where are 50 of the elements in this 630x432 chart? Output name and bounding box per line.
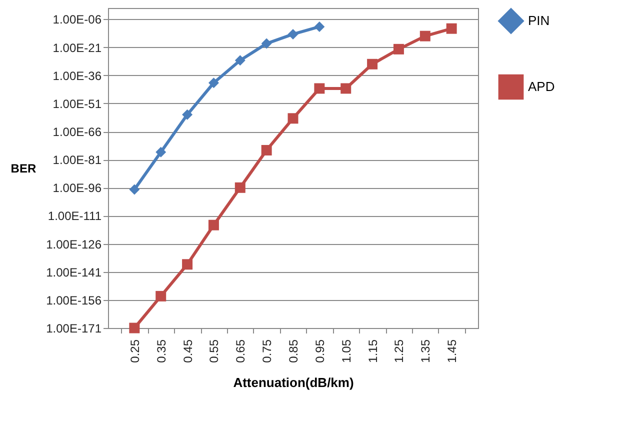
point bbox=[156, 290, 166, 302]
y-tick-label: 1.00E-06 bbox=[52, 12, 102, 27]
point bbox=[393, 44, 404, 54]
x-axis-title: Attenuation(dB/km) bbox=[233, 374, 354, 390]
point bbox=[234, 182, 246, 193]
point bbox=[129, 322, 140, 334]
y-tick-label: 1.00E-36 bbox=[52, 68, 102, 83]
point bbox=[156, 146, 166, 158]
x-tick-label: 1.05 bbox=[339, 339, 354, 363]
y-tick-label: 1.00E-66 bbox=[52, 125, 102, 140]
x-tick-label: 1.35 bbox=[418, 339, 433, 363]
point bbox=[420, 30, 430, 42]
point bbox=[129, 184, 140, 195]
y-tick-label: 1.00E-171 bbox=[46, 322, 102, 336]
x-tick-label: 0.85 bbox=[286, 339, 300, 363]
point bbox=[446, 23, 457, 34]
point bbox=[288, 113, 298, 124]
x-tick-label: 0.45 bbox=[180, 339, 195, 363]
y-tick-label: 1.00E-141 bbox=[46, 265, 102, 280]
x-tick-label: 1.45 bbox=[445, 339, 460, 363]
point bbox=[288, 28, 298, 40]
y-tick-label: 1.00E-51 bbox=[52, 96, 102, 111]
legend-label: PIN bbox=[528, 13, 550, 28]
x-tick-label: 0.95 bbox=[312, 339, 327, 363]
y-tick-label: 1.00E-96 bbox=[52, 181, 102, 196]
point bbox=[340, 83, 352, 94]
x-tick-label: 0.25 bbox=[128, 339, 142, 363]
y-tick-label: 1.00E-111 bbox=[48, 209, 102, 224]
x-tick-label: 0.35 bbox=[154, 339, 168, 363]
x-tick-label: 1.15 bbox=[366, 339, 380, 363]
legend-label: APD bbox=[528, 79, 555, 94]
y-tick-label: 1.00E-21 bbox=[52, 40, 102, 55]
point bbox=[314, 83, 325, 94]
point bbox=[314, 21, 325, 32]
point bbox=[182, 259, 193, 270]
point bbox=[261, 38, 272, 49]
point bbox=[182, 109, 193, 120]
x-tick-label: 0.75 bbox=[260, 339, 274, 363]
y-tick-label: 1.00E-81 bbox=[52, 153, 102, 168]
x-tick-label: 1.25 bbox=[392, 339, 406, 363]
point bbox=[367, 58, 378, 70]
point bbox=[208, 220, 219, 230]
point bbox=[261, 144, 272, 156]
point bbox=[208, 78, 219, 88]
point bbox=[234, 55, 246, 66]
x-tick-label: 0.55 bbox=[207, 339, 222, 363]
x-tick-label: 0.65 bbox=[234, 339, 248, 363]
y-tick-label: 1.00E-126 bbox=[46, 237, 102, 252]
y-axis-title: BER bbox=[10, 162, 36, 176]
y-tick-label: 1.00E-156 bbox=[46, 293, 102, 308]
